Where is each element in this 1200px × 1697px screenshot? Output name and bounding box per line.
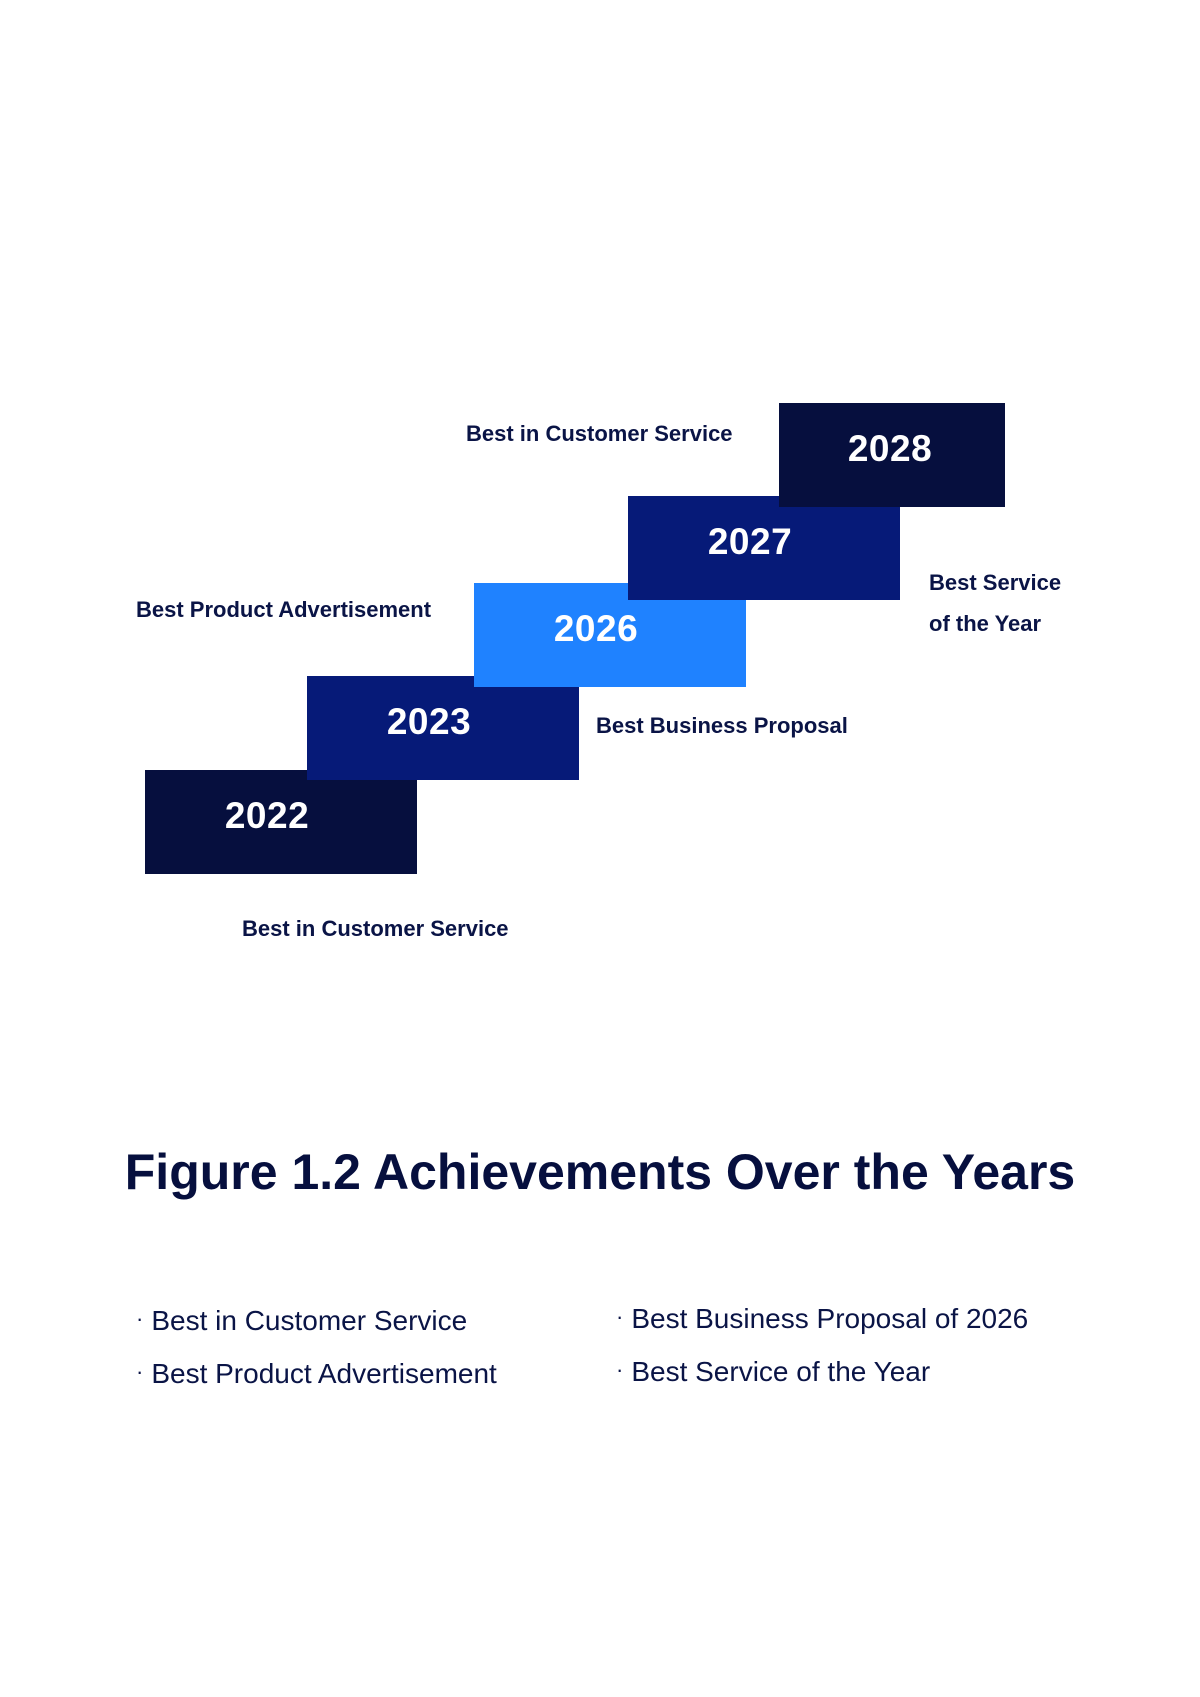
achievement-label-2023: Best Business Proposal	[596, 713, 848, 738]
achievements-staircase-diagram: 2022 2023 2026 2027 2028 Best in Custome…	[136, 403, 1062, 941]
legend-item-label: Best Business Proposal of 2026	[631, 1303, 1029, 1334]
legend-item: · Best Service of the Year	[616, 1346, 1028, 1399]
bullet-icon: ·	[616, 1357, 624, 1382]
legend-item-label: Best Product Advertisement	[151, 1358, 497, 1389]
bullet-icon: ·	[136, 1306, 144, 1331]
year-block-2023: 2023	[307, 676, 579, 780]
figure-title: Figure 1.2 Achievements Over the Years	[124, 1144, 1076, 1200]
legend-item: · Best in Customer Service	[136, 1295, 497, 1348]
year-label-2022: 2022	[224, 795, 310, 836]
achievement-label-2022: Best in Customer Service	[242, 916, 509, 941]
year-block-2027: 2027	[628, 496, 900, 600]
achievement-label-2027: Best Service of the Year	[929, 570, 1062, 636]
legend-list-right: · Best Business Proposal of 2026 · Best Se…	[616, 1293, 1028, 1399]
year-block-2028: 2028	[779, 403, 1005, 507]
legend-list-left: · Best in Customer Service · Best Product …	[136, 1295, 497, 1401]
bullet-icon: ·	[616, 1304, 624, 1329]
legend-item: · Best Product Advertisement	[136, 1348, 497, 1401]
year-label-2026: 2026	[553, 608, 639, 649]
achievement-label-2026: Best Product Advertisement	[136, 597, 432, 622]
year-label-2023: 2023	[386, 701, 472, 742]
bullet-icon: ·	[136, 1359, 144, 1384]
year-label-2028: 2028	[847, 428, 933, 469]
year-block-2026: 2026	[474, 583, 746, 687]
year-label-2027: 2027	[707, 521, 793, 562]
achievement-label-2028: Best in Customer Service	[466, 421, 733, 446]
legend-item-label: Best in Customer Service	[151, 1305, 468, 1336]
year-block-2022: 2022	[145, 770, 417, 874]
legend-item-label: Best Service of the Year	[631, 1356, 931, 1387]
legend-item: · Best Business Proposal of 2026	[616, 1293, 1028, 1346]
